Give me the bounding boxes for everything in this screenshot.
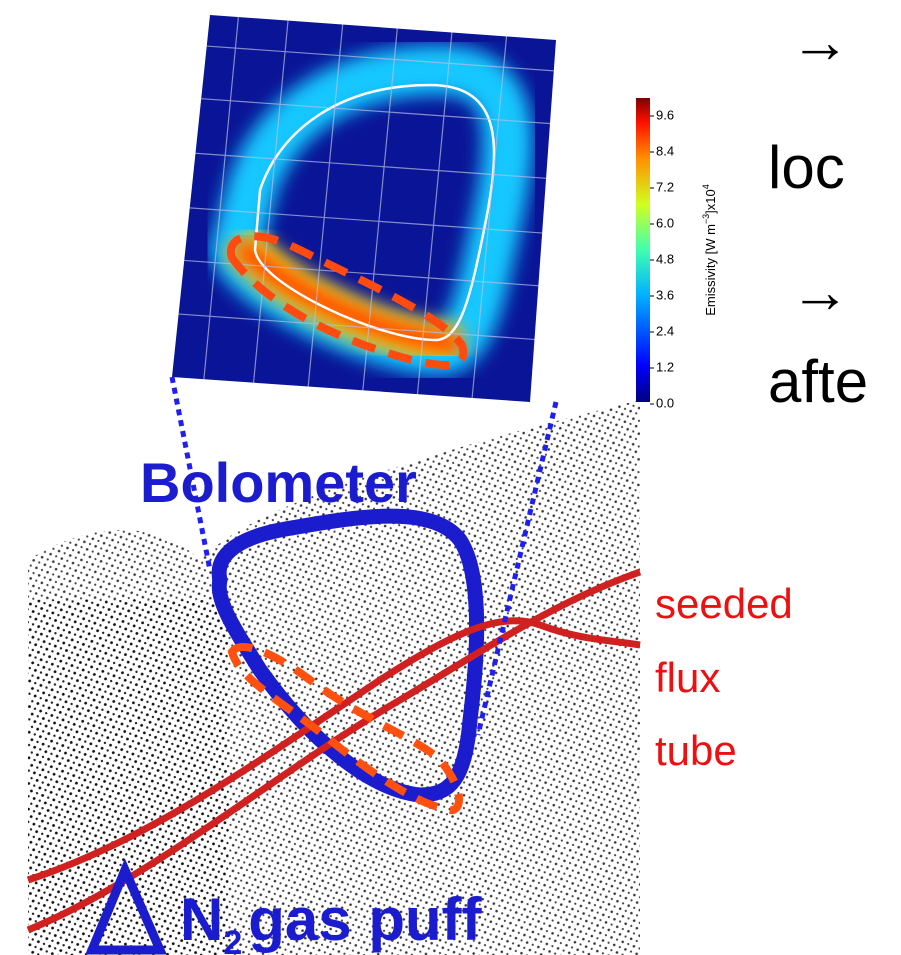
colorbar-tick-label: 1.2 [656, 359, 674, 374]
emissivity-map [172, 15, 556, 402]
colorbar-label: Emissivity [W m−3]x104 [701, 184, 718, 316]
bolometer-label: Bolometer [140, 451, 417, 514]
bullet-text: loc [768, 134, 845, 201]
colorbar-tick-label: 6.0 [656, 215, 674, 230]
colorbar-tick-label: 8.4 [656, 143, 674, 158]
flux-tube-label: seeded [655, 580, 793, 627]
flux-tube-label: flux [655, 654, 720, 701]
colorbar-tick-label: 3.6 [656, 287, 674, 302]
arrow: → [790, 258, 850, 325]
bullet-text: afte [768, 348, 868, 415]
colorbar-tick-label: 0.0 [656, 395, 674, 410]
colorbar [636, 98, 650, 402]
fieldline-diagram [26, 376, 642, 955]
colorbar-tick-label: 4.8 [656, 251, 674, 266]
gas-puff-label: N2 gas puff [180, 886, 483, 955]
colorbar-tick-label: 2.4 [656, 323, 674, 338]
colorbar-tick-label: 7.2 [656, 179, 674, 194]
arrow: → [790, 8, 850, 75]
flux-tube-label: tube [655, 727, 737, 774]
colorbar-tick-label: 9.6 [656, 107, 674, 122]
